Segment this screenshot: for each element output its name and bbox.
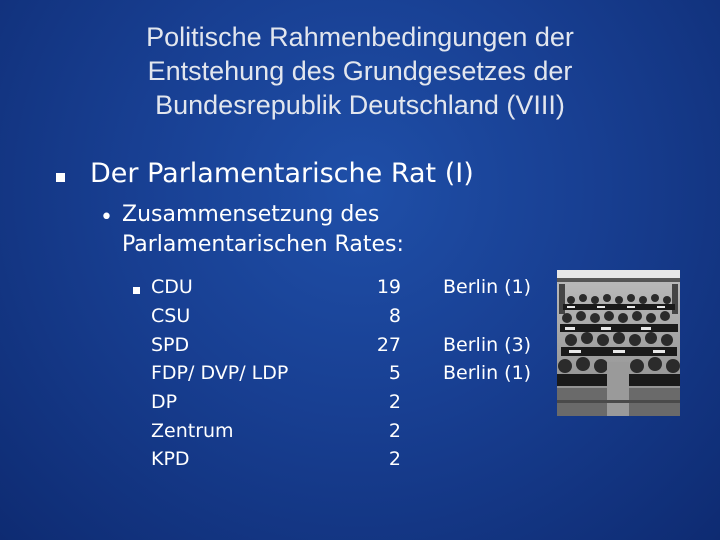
- party-name: DP: [151, 391, 178, 414]
- party-note: Berlin (3): [443, 333, 532, 356]
- party-seats: 2: [388, 419, 401, 442]
- party-name: FDP/ DVP/ LDP: [151, 362, 289, 385]
- dot-bullet-icon: •: [100, 205, 113, 230]
- party-seat-table: CDU 19 Berlin (1) CSU 8 SPD 27 Berlin (3…: [151, 273, 573, 474]
- table-row: KPD 2: [151, 445, 573, 474]
- subheading: Zusammensetzung des Parlamentarischen Ra…: [122, 200, 404, 260]
- table-row: DP 2: [151, 388, 573, 417]
- table-row: FDP/ DVP/ LDP 5 Berlin (1): [151, 359, 573, 388]
- party-note: [401, 302, 573, 331]
- small-square-bullet-icon: [133, 287, 140, 294]
- party-note: [401, 445, 573, 474]
- party-seats: 19: [376, 276, 401, 299]
- party-name: CDU: [151, 276, 193, 299]
- party-seats: 27: [376, 333, 401, 356]
- party-name: Zentrum: [151, 419, 234, 442]
- title-line: Bundesrepublik Deutschland (VIII): [155, 90, 565, 120]
- party-seats: 5: [388, 362, 401, 385]
- party-note: [401, 388, 573, 417]
- table-row: SPD 27 Berlin (3): [151, 330, 573, 359]
- party-note: [401, 416, 573, 445]
- party-name: KPD: [151, 448, 190, 471]
- table-row: CSU 8: [151, 302, 573, 331]
- party-seats: 8: [388, 305, 401, 328]
- party-note: Berlin (1): [443, 276, 532, 299]
- subheading-line: Parlamentarischen Rates:: [122, 232, 404, 257]
- subheading-line: Zusammensetzung des: [122, 202, 380, 227]
- slide-title: Politische Rahmenbedingungen der Entsteh…: [60, 20, 660, 122]
- party-note: Berlin (1): [443, 362, 532, 385]
- parliament-assembly-photo: [557, 270, 680, 416]
- table-row: CDU 19 Berlin (1): [151, 273, 573, 302]
- table-row: Zentrum 2: [151, 416, 573, 445]
- party-name: CSU: [151, 305, 191, 328]
- square-bullet-icon: [56, 173, 65, 182]
- party-seats: 2: [388, 448, 401, 471]
- title-line: Entstehung des Grundgesetzes der: [147, 56, 573, 86]
- party-name: SPD: [151, 333, 190, 356]
- title-line: Politische Rahmenbedingungen der: [146, 22, 574, 52]
- party-seats: 2: [388, 391, 401, 414]
- heading: Der Parlamentarische Rat (I): [90, 158, 474, 189]
